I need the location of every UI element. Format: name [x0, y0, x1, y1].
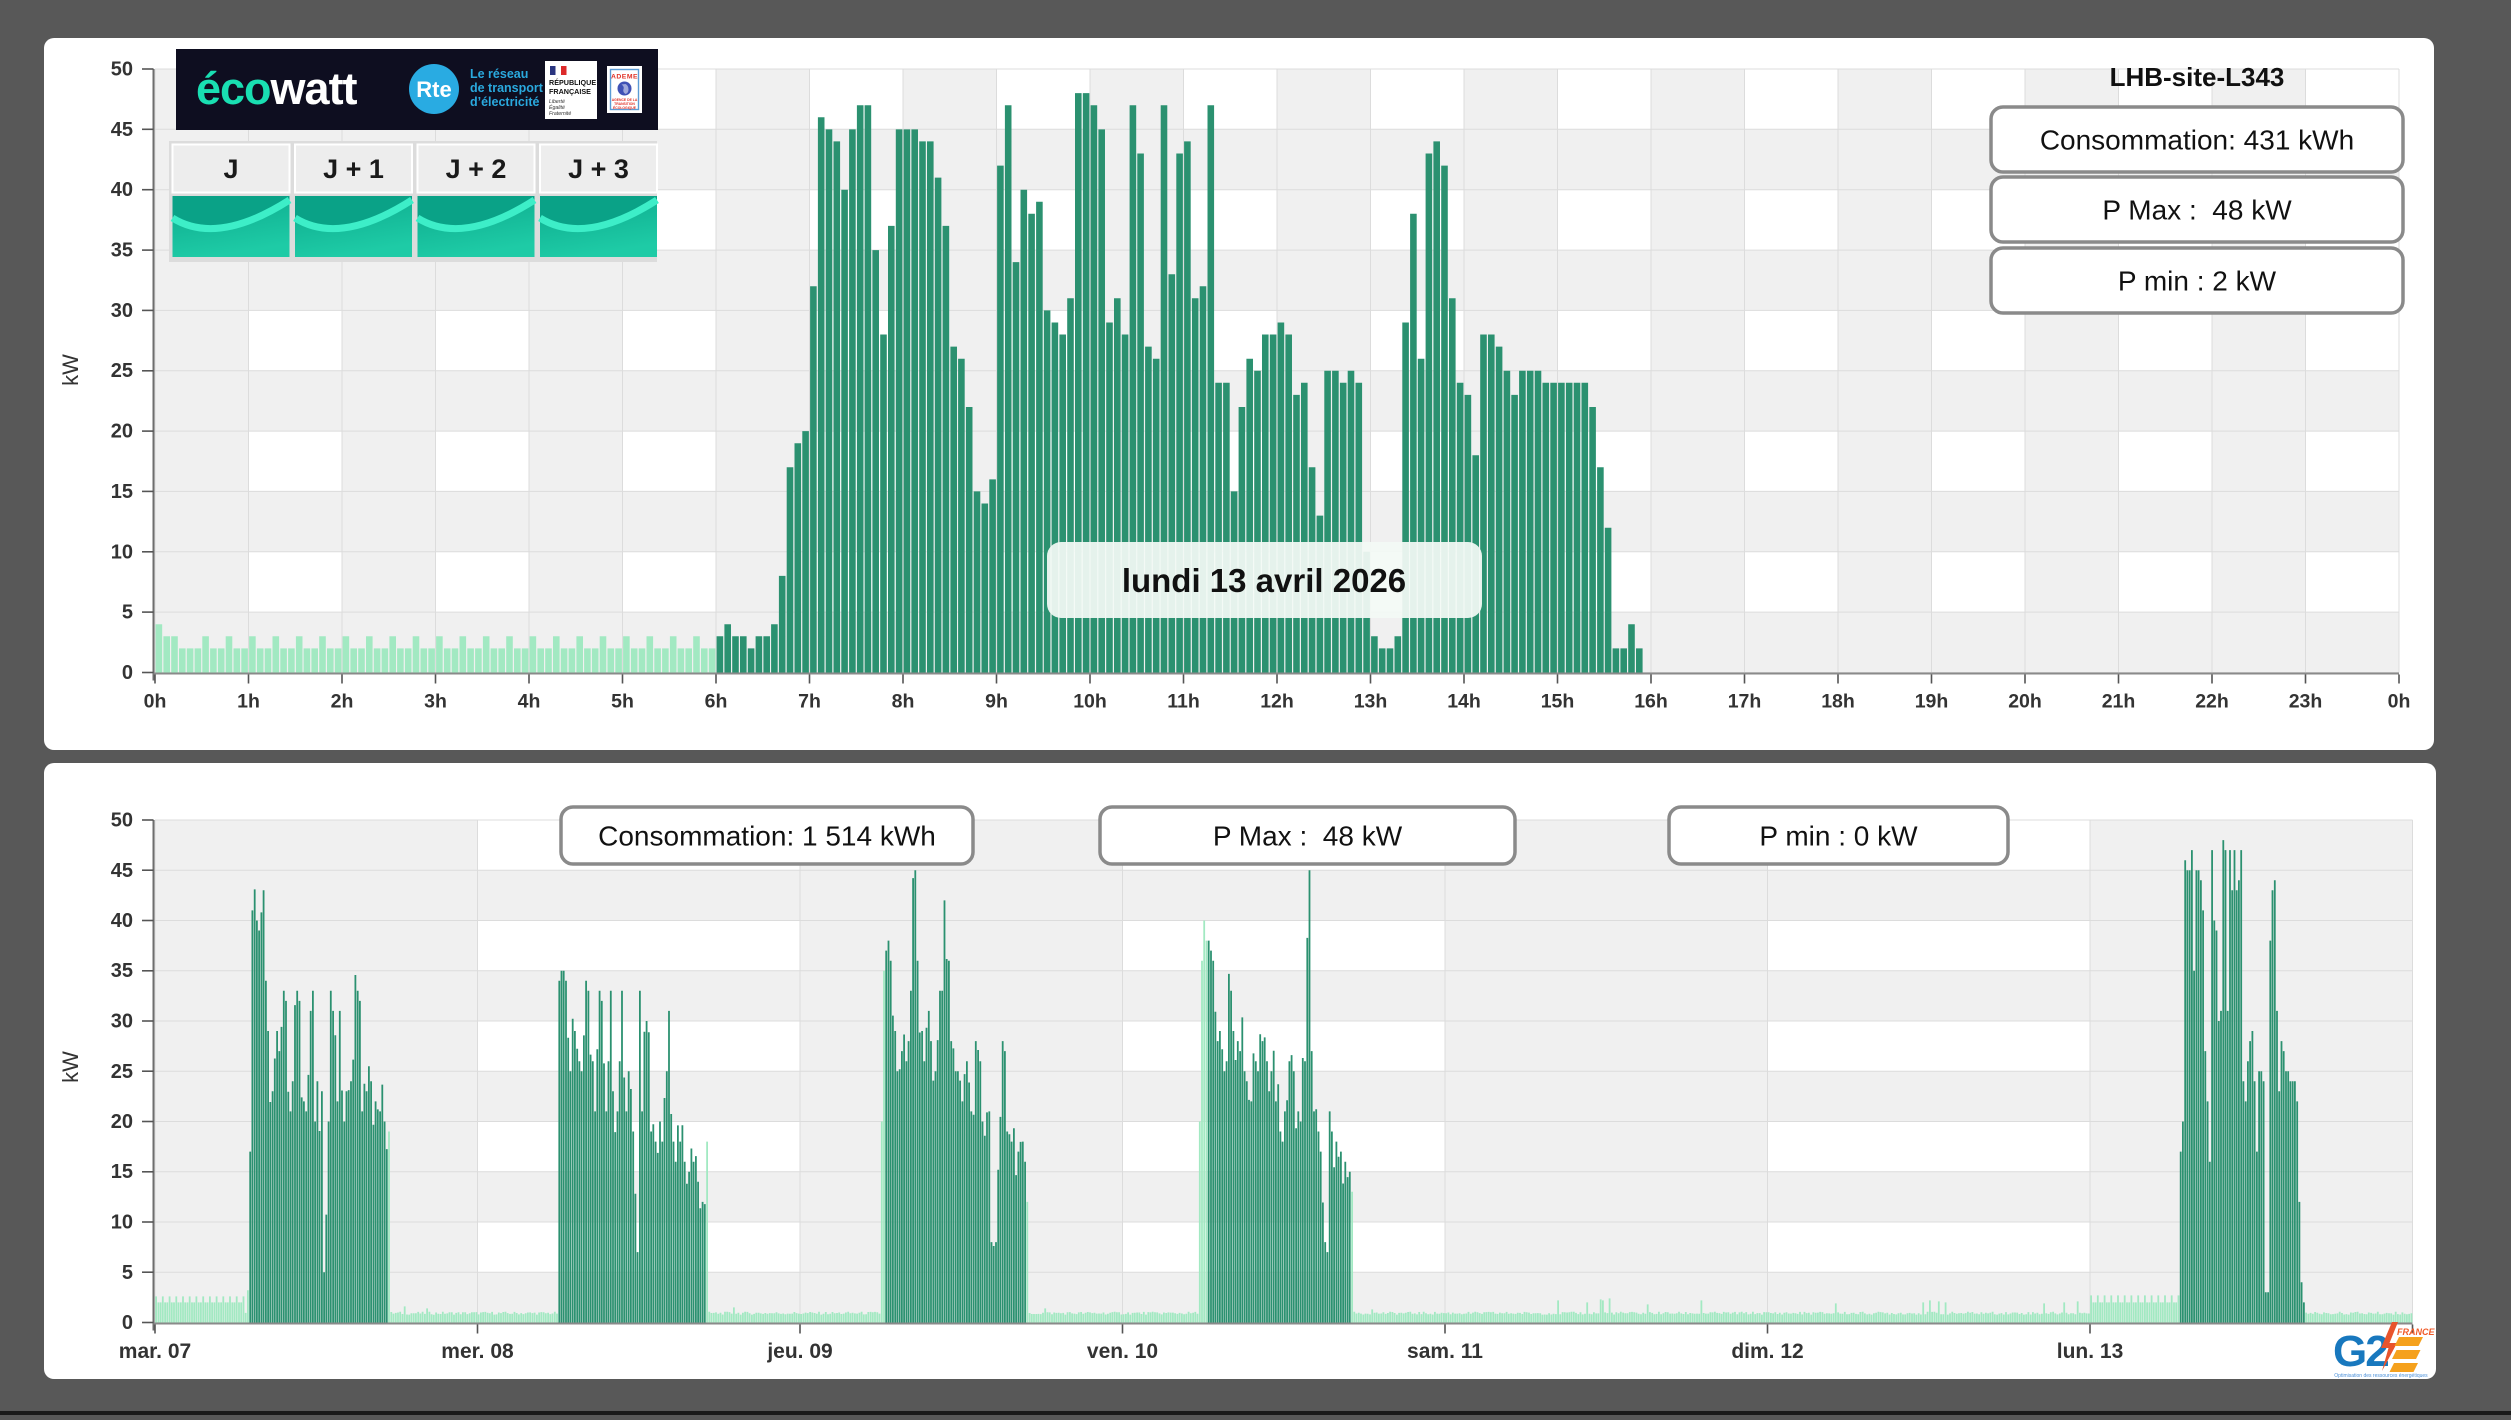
svg-text:5h: 5h — [611, 691, 634, 713]
svg-text:2h: 2h — [331, 691, 354, 713]
svg-text:23h: 23h — [2289, 691, 2323, 713]
svg-text:AGENCE DE LA: AGENCE DE LA — [612, 98, 638, 102]
svg-text:7h: 7h — [798, 691, 821, 713]
svg-text:11h: 11h — [1167, 691, 1200, 713]
svg-text:lundi 13 avril 2026: lundi 13 avril 2026 — [1122, 562, 1406, 599]
svg-text:J: J — [223, 154, 238, 184]
svg-text:Égalité: Égalité — [549, 104, 565, 111]
svg-text:35: 35 — [111, 960, 133, 982]
svg-text:FRANCE: FRANCE — [2397, 1327, 2435, 1337]
svg-text:TRANSITION: TRANSITION — [614, 102, 635, 106]
svg-text:0: 0 — [122, 1312, 133, 1334]
svg-text:8h: 8h — [892, 691, 915, 713]
svg-text:ven. 10: ven. 10 — [1087, 1340, 1158, 1363]
svg-text:écowatt: écowatt — [196, 63, 358, 114]
svg-text:30: 30 — [111, 1011, 133, 1033]
svg-text:P Max : 48 kW: P Max : 48 kW — [1213, 820, 1403, 851]
svg-text:45: 45 — [111, 119, 133, 141]
svg-text:P min : 2 kW: P min : 2 kW — [2118, 265, 2277, 296]
svg-text:kW: kW — [58, 354, 83, 386]
svg-text:J + 3: J + 3 — [568, 154, 629, 184]
svg-text:Consommation: 431 kWh: Consommation: 431 kWh — [2040, 124, 2354, 155]
svg-text:jeu. 09: jeu. 09 — [766, 1340, 832, 1363]
svg-text:25: 25 — [111, 360, 133, 382]
svg-text:4h: 4h — [518, 691, 541, 713]
svg-text:FRANÇAISE: FRANÇAISE — [549, 87, 591, 96]
svg-text:0: 0 — [122, 662, 133, 684]
svg-text:P min : 0 kW: P min : 0 kW — [1759, 820, 1918, 851]
svg-text:0h: 0h — [2388, 691, 2411, 713]
svg-text:Consommation: 1 514 kWh: Consommation: 1 514 kWh — [598, 820, 936, 851]
svg-text:21h: 21h — [2102, 691, 2136, 713]
svg-text:J + 2: J + 2 — [446, 154, 507, 184]
svg-text:18h: 18h — [1821, 691, 1855, 713]
svg-text:12h: 12h — [1260, 691, 1294, 713]
svg-text:Fraternité: Fraternité — [549, 111, 571, 117]
svg-text:15h: 15h — [1541, 691, 1575, 713]
svg-text:Le réseau: Le réseau — [470, 67, 528, 81]
svg-text:mer. 08: mer. 08 — [441, 1340, 514, 1363]
svg-text:16h: 16h — [1634, 691, 1668, 713]
svg-text:1h: 1h — [237, 691, 260, 713]
svg-text:35: 35 — [111, 240, 133, 262]
svg-text:G2: G2 — [2333, 1327, 2388, 1376]
svg-text:LHB-site-L343: LHB-site-L343 — [2110, 62, 2285, 92]
svg-text:22h: 22h — [2195, 691, 2229, 713]
svg-text:RÉPUBLIQUE: RÉPUBLIQUE — [549, 78, 596, 87]
svg-text:20: 20 — [111, 1111, 133, 1133]
svg-text:9h: 9h — [985, 691, 1008, 713]
svg-text:10: 10 — [111, 541, 133, 563]
svg-text:Optimisation des ressources én: Optimisation des ressources énergétiques — [2334, 1373, 2428, 1379]
svg-text:19h: 19h — [1915, 691, 1949, 713]
svg-text:6h: 6h — [705, 691, 728, 713]
svg-text:P Max : 48 kW: P Max : 48 kW — [2102, 194, 2292, 225]
svg-text:5: 5 — [122, 1262, 133, 1284]
svg-text:5: 5 — [122, 602, 133, 624]
svg-text:13h: 13h — [1354, 691, 1388, 713]
svg-text:15: 15 — [111, 1161, 133, 1183]
svg-text:sam. 11: sam. 11 — [1407, 1340, 1483, 1363]
svg-text:kW: kW — [58, 1051, 83, 1083]
svg-text:17h: 17h — [1728, 691, 1762, 713]
svg-text:45: 45 — [111, 860, 133, 882]
svg-text:lun. 13: lun. 13 — [2057, 1340, 2124, 1363]
svg-text:3h: 3h — [424, 691, 447, 713]
svg-text:25: 25 — [111, 1061, 133, 1083]
svg-text:Rte: Rte — [416, 77, 451, 102]
svg-text:10h: 10h — [1073, 691, 1107, 713]
svg-text:20: 20 — [111, 421, 133, 443]
svg-text:30: 30 — [111, 300, 133, 322]
svg-text:0h: 0h — [144, 691, 167, 713]
svg-text:J + 1: J + 1 — [323, 154, 384, 184]
svg-text:15: 15 — [111, 481, 133, 503]
svg-text:ADEME: ADEME — [611, 74, 638, 81]
svg-text:50: 50 — [111, 59, 133, 81]
svg-text:ÉCOLOGIQUE: ÉCOLOGIQUE — [613, 105, 637, 110]
svg-text:40: 40 — [111, 179, 133, 201]
svg-text:mar. 07: mar. 07 — [119, 1340, 191, 1363]
svg-text:14h: 14h — [1447, 691, 1481, 713]
svg-text:40: 40 — [111, 910, 133, 932]
svg-text:de transport: de transport — [470, 81, 544, 95]
svg-text:10: 10 — [111, 1212, 133, 1234]
svg-text:20h: 20h — [2008, 691, 2042, 713]
svg-text:dim. 12: dim. 12 — [1731, 1340, 1803, 1363]
svg-text:Liberté: Liberté — [549, 99, 565, 105]
svg-text:d’électricité: d’électricité — [470, 95, 540, 109]
svg-text:50: 50 — [111, 810, 133, 832]
